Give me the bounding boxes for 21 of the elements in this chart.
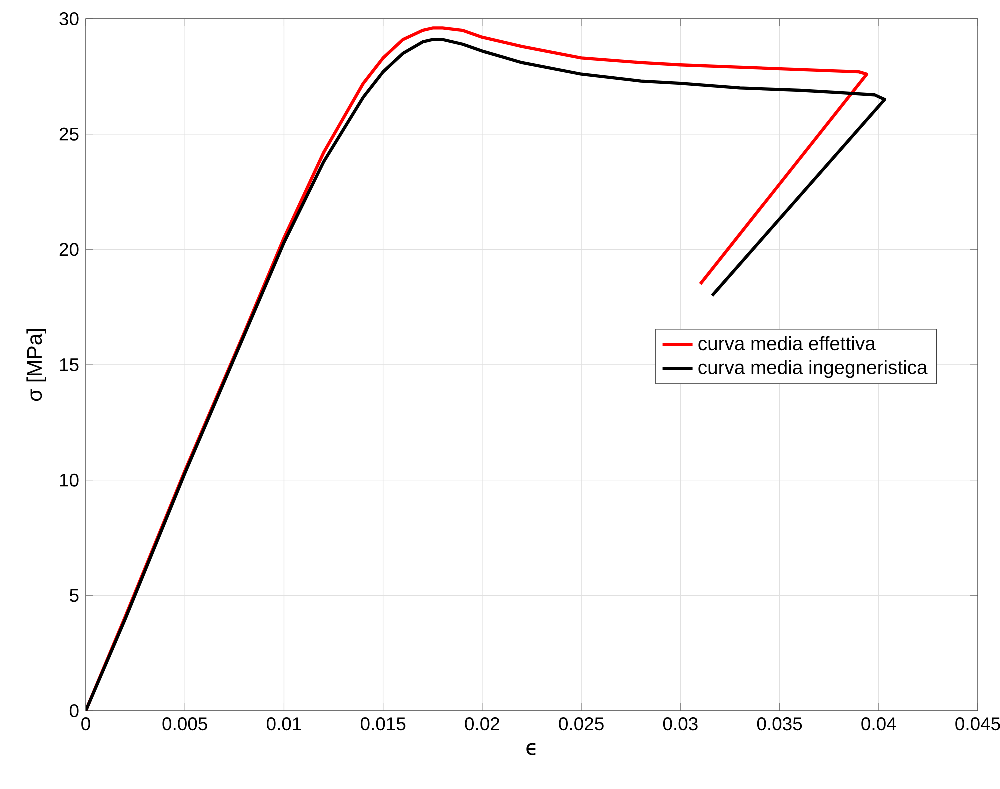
x-tick-label: 0.005 [162, 718, 208, 731]
legend-label: curva media ingegneristica [698, 360, 928, 378]
x-tick-label: 0.04 [862, 718, 896, 731]
x-tick-label: 0.045 [956, 718, 1000, 731]
x-tick-label: 0.01 [266, 718, 302, 731]
x-tick-label: 0 [82, 718, 90, 731]
x-axis-title: ϵ [526, 743, 536, 756]
y-tick-label: 20 [60, 243, 79, 256]
x-tick-label: 0.025 [559, 718, 604, 731]
y-tick-label: 10 [60, 474, 79, 487]
y-tick-label: 30 [60, 12, 79, 26]
x-tick-label: 0.02 [465, 718, 500, 731]
x-tick-label: 0.015 [360, 718, 406, 731]
x-tick-label: 0.035 [757, 718, 802, 731]
y-tick-label: 0 [70, 704, 79, 718]
y-tick-label: 5 [70, 589, 79, 602]
y-axis-title: σ [MPa] [26, 330, 46, 402]
y-tick-label: 15 [60, 358, 79, 372]
x-tick-label: 0.03 [663, 718, 698, 731]
y-tick-label: 25 [60, 128, 79, 141]
legend-label: curva media effettiva [698, 336, 876, 351]
